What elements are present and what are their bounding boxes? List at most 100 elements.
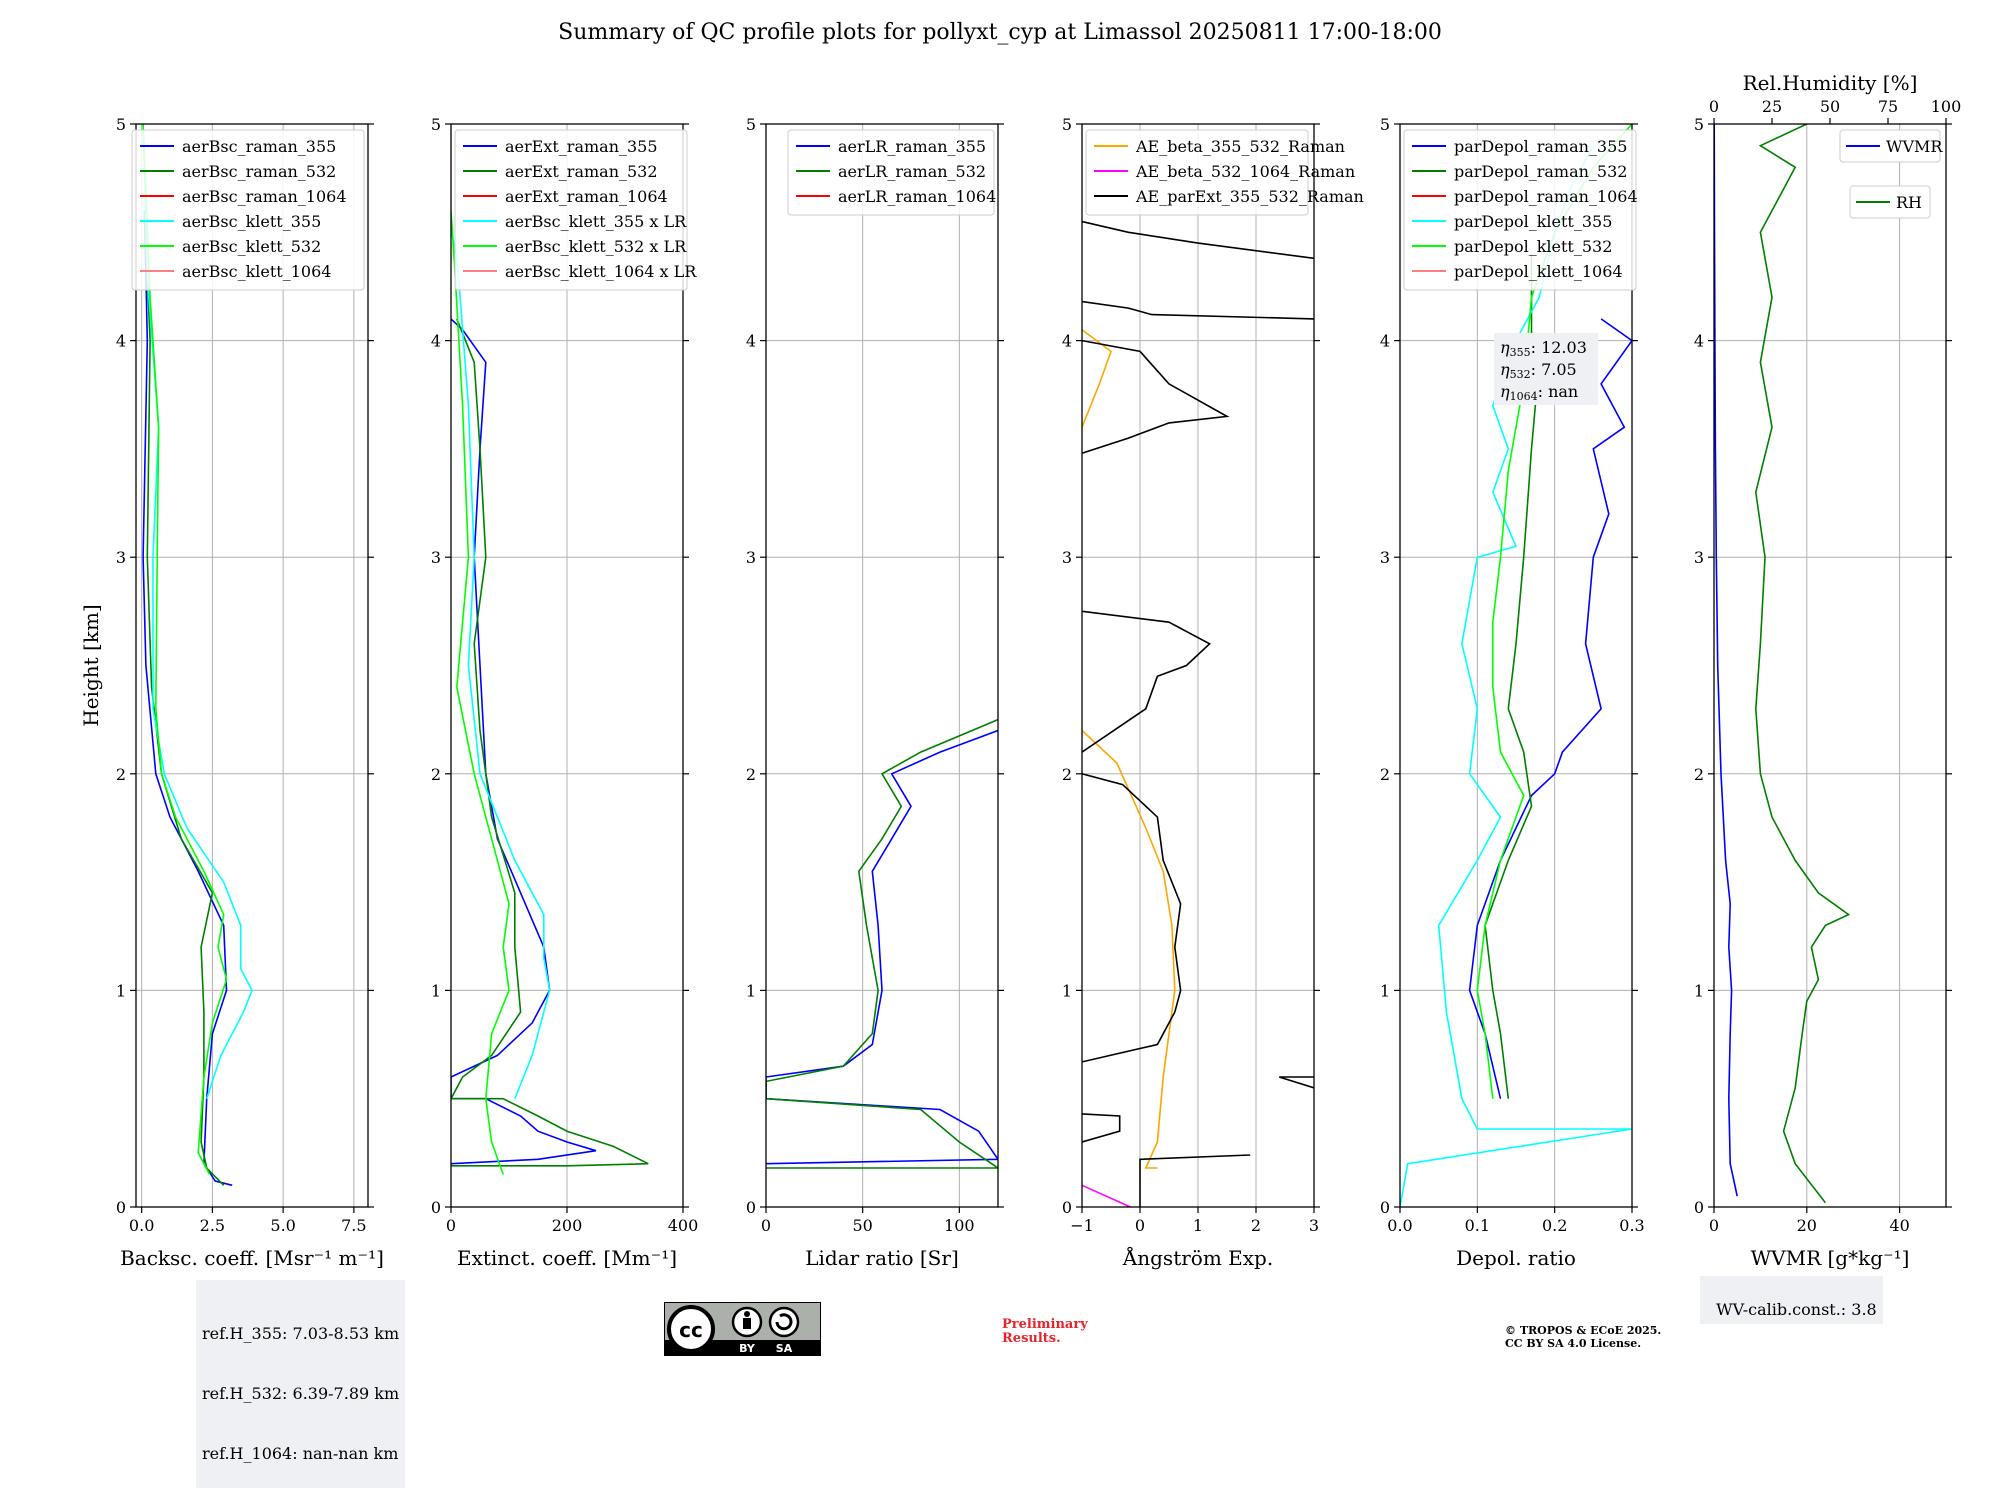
x-tick-label: 1 bbox=[1193, 1216, 1203, 1235]
legend-box bbox=[1085, 129, 1309, 216]
panel-wv: 0 20 40 0 1 2 3 4 5 WVMR [g*kg⁻¹] 0 25 50 75 100 Rel.Hu… bbox=[1694, 71, 1961, 1270]
x-tick-label: 100 bbox=[944, 1216, 975, 1235]
y-axis-label: Height [km] bbox=[79, 604, 103, 726]
y-tick-label: 2 bbox=[1380, 765, 1390, 784]
panel-lr: 0 50 100 0 1 2 3 4 5 Lidar ratio [Sr] aerLR_raman_… bbox=[746, 115, 1004, 1270]
y-tick-label: 4 bbox=[116, 332, 126, 351]
series-line-aerLR_raman_532 bbox=[766, 718, 998, 1169]
legend-label: aerBsc_klett_532 bbox=[182, 237, 321, 256]
x-tick-label: 2.5 bbox=[200, 1216, 225, 1235]
y-tick-label: 0 bbox=[746, 1198, 756, 1217]
y-tick-label: 4 bbox=[1694, 332, 1704, 351]
y-tick-label: 2 bbox=[116, 765, 126, 784]
share-alike-icon bbox=[768, 1306, 800, 1338]
wv-calib-label: WV-calib.const.: 3.8 bbox=[1716, 1300, 1877, 1319]
legend-label: parDepol_klett_532 bbox=[1454, 237, 1612, 256]
x-tick-label: 200 bbox=[552, 1216, 583, 1235]
preliminary-line-1: Preliminary bbox=[1002, 1317, 1088, 1332]
y-tick-label: 1 bbox=[1694, 981, 1704, 1000]
y-tick-label: 0 bbox=[116, 1198, 126, 1217]
axes-frame bbox=[1399, 123, 1633, 1208]
series-group bbox=[142, 124, 253, 1187]
x2-tick-label: 50 bbox=[1820, 97, 1840, 116]
copyright-line-1: © TROPOS & ECoE 2025. bbox=[1505, 1324, 1662, 1337]
y-tick-label: 0 bbox=[1380, 1198, 1390, 1217]
y-tick-label: 5 bbox=[431, 115, 441, 134]
series-line-AE_parExt_355_532_Raman bbox=[1082, 220, 1314, 1207]
copyright-line-2: CC BY SA 4.0 License. bbox=[1505, 1337, 1642, 1350]
series-line-AE_beta_355_532_Raman bbox=[1082, 329, 1176, 1169]
legend-label: AE_parExt_355_532_Raman bbox=[1135, 187, 1364, 206]
series-line-aerBsc_klett_532 x LR bbox=[451, 210, 510, 1175]
axes-frame bbox=[1081, 123, 1315, 1208]
legend-label: aerLR_raman_532 bbox=[838, 162, 986, 181]
legend-label: aerBsc_raman_1064 bbox=[182, 187, 347, 206]
legend-label: aerBsc_klett_355 bbox=[182, 212, 321, 231]
legend-box bbox=[1839, 129, 1941, 163]
legend-label: aerLR_raman_1064 bbox=[838, 187, 996, 206]
y-tick-label: 5 bbox=[116, 115, 126, 134]
series-line-parDepol_klett_355 bbox=[1400, 145, 1632, 1207]
y-tick-label: 1 bbox=[431, 981, 441, 1000]
y-tick-label: 4 bbox=[1380, 332, 1390, 351]
legend: parDepol_raman_355 parDepol_raman_532 parD… bbox=[1403, 129, 1638, 291]
legend-label: parDepol_klett_355 bbox=[1454, 212, 1612, 231]
legend-label: parDepol_raman_532 bbox=[1454, 162, 1627, 181]
legend-label: aerBsc_klett_1064 x LR bbox=[505, 262, 697, 281]
x-tick-label: −1 bbox=[1070, 1216, 1094, 1235]
y-tick-label: 3 bbox=[431, 548, 441, 567]
y-tick-label: 5 bbox=[1694, 115, 1704, 134]
legend-label: aerLR_raman_355 bbox=[838, 137, 986, 156]
cc-icon bbox=[667, 1305, 715, 1353]
legend-box bbox=[454, 129, 688, 291]
series-group bbox=[1400, 124, 1632, 1207]
x2-tick-label: 25 bbox=[1762, 97, 1782, 116]
legend: aerLR_raman_355 aerLR_raman_532 aerLR_rama… bbox=[787, 129, 996, 216]
preliminary-line-2: Results. bbox=[1002, 1331, 1061, 1346]
series-line-WVMR bbox=[1714, 124, 1738, 1197]
y-tick-label: 3 bbox=[1694, 548, 1704, 567]
eta-1064: η1064: nan bbox=[1500, 382, 1578, 403]
y-tick-label: 3 bbox=[1062, 548, 1072, 567]
series-line-aerExt_raman_355 bbox=[451, 318, 597, 1165]
y-tick-label: 5 bbox=[746, 115, 756, 134]
x2-tick-label: 100 bbox=[1931, 97, 1962, 116]
legend-label: parDepol_raman_355 bbox=[1454, 137, 1627, 156]
ref-height-532: ref.H_532: 6.39-7.89 km bbox=[202, 1384, 400, 1403]
legend-box bbox=[131, 129, 365, 291]
cc-license-badge: cc BY SA bbox=[663, 1301, 822, 1357]
x-tick-label: 0.0 bbox=[129, 1216, 154, 1235]
y-tick-label: 0 bbox=[431, 1198, 441, 1217]
x-axis-label: Depol. ratio bbox=[1456, 1246, 1576, 1270]
x-tick-label: 50 bbox=[852, 1216, 872, 1235]
x-tick-label: 0 bbox=[761, 1216, 771, 1235]
panel-ext: 0 200 400 0 1 2 3 4 5 Extinct. coeff. [Mm⁻¹] aerEx… bbox=[431, 115, 698, 1270]
y-tick-label: 2 bbox=[1062, 765, 1072, 784]
x-axis-label: Lidar ratio [Sr] bbox=[805, 1246, 959, 1270]
y-tick-label: 2 bbox=[431, 765, 441, 784]
x-tick-label: 2 bbox=[1251, 1216, 1261, 1235]
panel-depol: 0.0 0.1 0.2 0.3 0 1 2 3 4 5 Depol. ratio parDepol_r… bbox=[1380, 115, 1645, 1270]
copyright-note: © TROPOS & ECoE 2025. CC BY SA 4.0 Licen… bbox=[1505, 1324, 1661, 1350]
y-tick-label: 1 bbox=[116, 981, 126, 1000]
series-line-aerBsc_klett_355 x LR bbox=[451, 232, 551, 1099]
legend-label: WVMR bbox=[1886, 137, 1943, 156]
figure: 0.0 2.5 5.0 7.5 0 1 2 3 4 5 Backsc. coeff. [Msr⁻¹ … bbox=[79, 71, 1961, 1270]
legend-label: aerBsc_raman_532 bbox=[182, 162, 336, 181]
y-tick-label: 4 bbox=[1062, 332, 1072, 351]
series-group bbox=[451, 210, 649, 1175]
y-tick-label: 5 bbox=[1380, 115, 1390, 134]
x-tick-label: 0.1 bbox=[1465, 1216, 1490, 1235]
legend-label: AE_beta_355_532_Raman bbox=[1135, 137, 1345, 156]
legend-label: AE_beta_532_1064_Raman bbox=[1135, 162, 1355, 181]
x-tick-label: 7.5 bbox=[341, 1216, 366, 1235]
x-tick-label: 0 bbox=[1135, 1216, 1145, 1235]
legend-label: aerExt_raman_532 bbox=[505, 162, 658, 181]
y-tick-label: 3 bbox=[746, 548, 756, 567]
y-tick-label: 0 bbox=[1062, 1198, 1072, 1217]
legend-label: aerBsc_klett_355 x LR bbox=[505, 212, 687, 231]
x-axis-label: Ångström Exp. bbox=[1122, 1245, 1273, 1270]
y-tick-label: 4 bbox=[746, 332, 756, 351]
